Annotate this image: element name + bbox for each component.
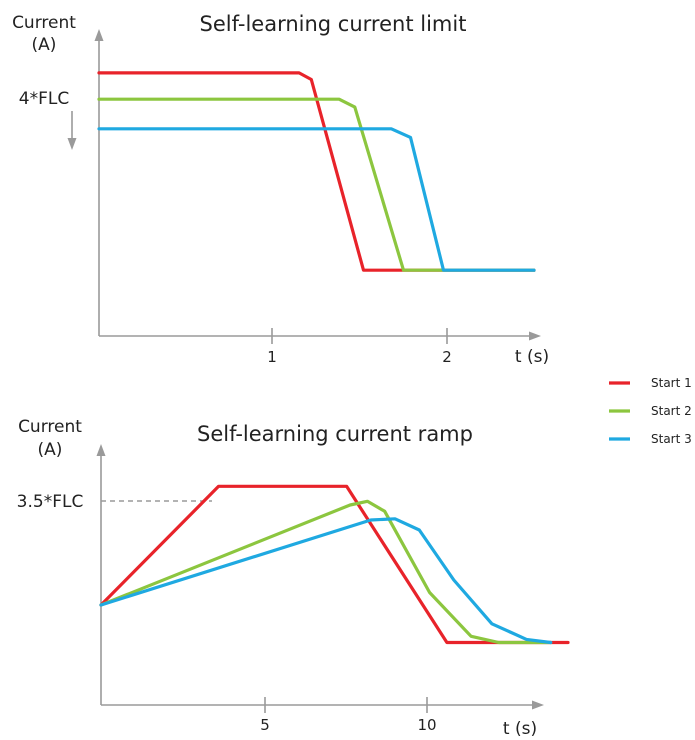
chart-1-y-axis-arrow [94,29,104,41]
chart-2-ylabel-line2: (A) [38,440,63,460]
chart-2-x-tick-label: 10 [417,716,436,734]
chart-1-y-annotation: 4*FLC [19,89,69,109]
chart-2-x-axis-label: t (s) [503,719,537,739]
chart-1-down-arrow-icon [67,138,77,150]
legend-label-start-3: Start 3 [651,432,692,446]
chart-2: Self-learning current ramp Current (A) 3… [17,417,570,739]
chart-2-series-start-1 [99,484,570,645]
chart-1-x-axis-label: t (s) [515,347,549,367]
chart-1: Self-learning current limit Current (A) … [12,12,549,367]
chart-2-series-start-3 [99,517,553,645]
chart-2-plot-area [99,484,570,645]
legend: Start 1 Start 2 Start 3 [609,376,692,446]
legend-label-start-2: Start 2 [651,404,692,418]
chart-1-title: Self-learning current limit [200,12,467,36]
chart-1-plot-area [97,71,536,272]
chart-1-series-start-1 [97,71,536,272]
chart-1-x-tick-label: 2 [442,348,452,366]
chart-1-ylabel-line1: Current [12,13,76,33]
chart-2-y-axis-arrow [96,444,106,456]
chart-2-x-axis-arrow [532,700,544,710]
chart-2-title: Self-learning current ramp [197,422,473,446]
chart-2-series-start-2 [99,499,553,645]
chart-1-series-start-2 [97,97,536,272]
chart-2-x-tick-label: 5 [260,716,270,734]
chart-1-x-tick-label: 1 [267,348,277,366]
chart-1-ylabel-line2: (A) [32,35,57,55]
chart-1-series-start-3 [97,127,536,272]
chart-2-y-annotation: 3.5*FLC [17,492,84,512]
chart-2-ylabel-line1: Current [18,417,82,437]
legend-label-start-1: Start 1 [651,376,692,390]
chart-1-x-axis-arrow [529,331,541,341]
